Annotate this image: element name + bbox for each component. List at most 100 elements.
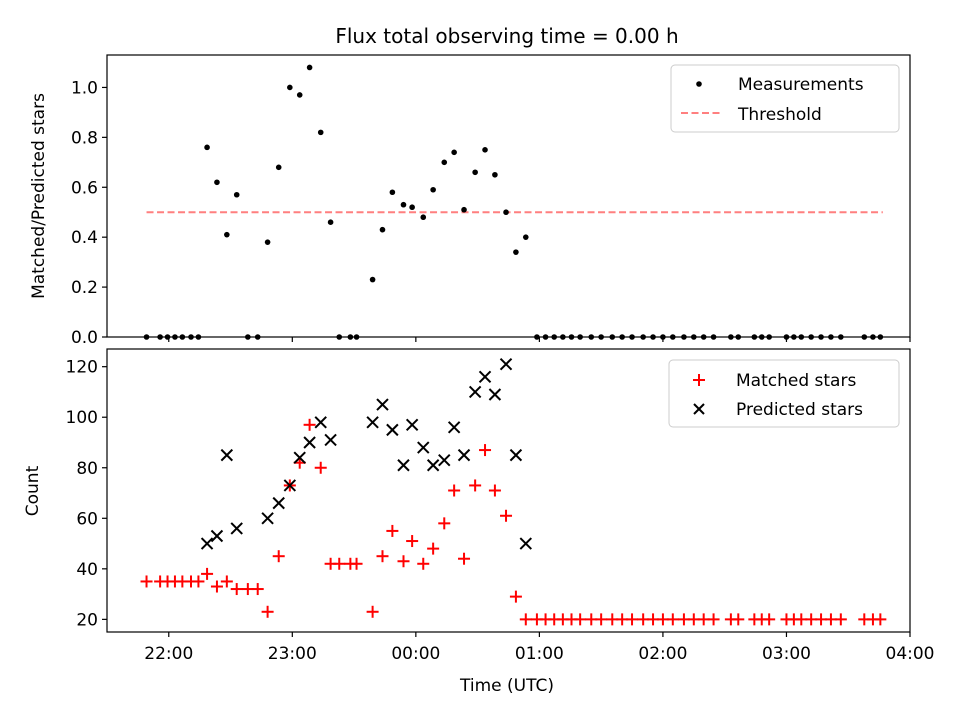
matched-star-point xyxy=(666,613,679,626)
matched-star-point xyxy=(874,613,887,626)
measurement-point xyxy=(264,239,271,245)
matched-star-point xyxy=(261,605,274,618)
matched-star-point xyxy=(192,575,205,588)
matched-star-point xyxy=(210,580,223,593)
measurement-point xyxy=(306,64,313,71)
legend-matched-marker xyxy=(693,374,705,386)
top-y-tick-label: 1.0 xyxy=(71,78,98,98)
predicted-star-point xyxy=(509,448,523,462)
matched-star-point xyxy=(272,550,285,563)
bottom-legend: Matched stars Predicted stars xyxy=(668,359,900,428)
matched-star-point xyxy=(333,557,346,570)
predicted-star-point xyxy=(293,451,306,464)
matched-star-point xyxy=(500,509,513,522)
legend-predicted-marker xyxy=(693,403,705,415)
matched-star-point xyxy=(834,613,847,626)
measurement-point xyxy=(472,169,478,176)
matched-star-point xyxy=(140,575,153,588)
matched-star-point xyxy=(438,517,451,530)
predicted-star-point xyxy=(230,522,243,535)
predicted-star-point xyxy=(376,398,389,411)
matched-star-point xyxy=(366,605,379,618)
top-y-tick-label: 0.6 xyxy=(71,178,98,198)
measurement-point xyxy=(389,189,396,196)
bottom-legend-box xyxy=(668,359,900,428)
matched-star-point xyxy=(479,444,492,457)
matched-star-point xyxy=(574,613,587,626)
matched-star-point xyxy=(386,524,399,537)
bottom-y-tick-label: 20 xyxy=(76,610,98,630)
predicted-star-point xyxy=(210,529,224,543)
predicted-star-point xyxy=(417,441,430,454)
measurement-point xyxy=(441,159,448,166)
matched-star-point xyxy=(763,613,776,626)
predicted-star-point xyxy=(426,459,440,472)
matched-star-point xyxy=(376,550,389,563)
measurement-point xyxy=(492,171,498,178)
measurement-point xyxy=(296,92,303,98)
predicted-star-point xyxy=(438,453,451,467)
x-tick-label: 01:00 xyxy=(515,644,564,664)
matched-star-point xyxy=(427,542,440,555)
predicted-star-point xyxy=(303,436,316,449)
predicted-star-point xyxy=(447,421,461,434)
top-y-tick-label: 0.8 xyxy=(71,128,98,148)
top-ticks: 0.0 0.2 0.4 0.6 0.8 1.0 xyxy=(71,78,911,348)
matched-star-point xyxy=(707,613,720,626)
bottom-y-tick-label: 40 xyxy=(76,560,98,580)
matched-star-point xyxy=(314,461,327,474)
measurement-point xyxy=(461,206,467,213)
predicted-star-point xyxy=(478,370,492,384)
measurement-point xyxy=(379,226,386,233)
bottom-y-tick-label: 80 xyxy=(76,459,98,479)
matched-star-point xyxy=(732,613,745,626)
measurement-point xyxy=(513,249,519,255)
top-y-tick-label: 0.4 xyxy=(71,228,98,248)
predicted-star-point xyxy=(386,423,399,437)
bottom-y-axis-label: Count xyxy=(23,465,43,516)
measurement-point xyxy=(275,164,282,171)
matched-star-point xyxy=(458,552,471,565)
bottom-y-tick-label: 120 xyxy=(66,358,98,378)
x-tick-label: 22:00 xyxy=(144,644,193,664)
matched-star-point xyxy=(350,557,363,570)
bottom-axes-frame xyxy=(106,348,911,633)
x-tick-label: 03:00 xyxy=(762,644,811,664)
measurement-point xyxy=(482,147,488,153)
measurement-point xyxy=(522,234,529,240)
matched-star-point xyxy=(448,484,461,497)
measurement-point xyxy=(204,144,210,151)
matched-star-point xyxy=(397,555,410,568)
predicted-star-point xyxy=(499,357,513,371)
measurement-point xyxy=(214,179,220,186)
top-y-tick-label: 0.2 xyxy=(71,278,98,298)
legend-label-predicted-stars: Predicted stars xyxy=(736,400,863,420)
legend-label-measurements: Measurements xyxy=(738,75,864,95)
bottom-y-tick-label: 100 xyxy=(66,408,98,428)
bottom-y-tick-label: 60 xyxy=(76,509,98,529)
x-tick-label: 00:00 xyxy=(391,644,440,664)
measurement-point xyxy=(317,129,324,136)
matched-star-point xyxy=(469,479,482,492)
matched-star-point xyxy=(303,418,316,431)
matched-star-point xyxy=(201,567,214,580)
measurement-point xyxy=(233,191,240,198)
x-tick-label: 02:00 xyxy=(638,644,687,664)
matched-star-point xyxy=(519,613,532,626)
x-tick-label: 04:00 xyxy=(886,644,935,664)
matched-star-point xyxy=(626,613,639,626)
measurement-point xyxy=(409,204,415,211)
predicted-star-point xyxy=(457,448,471,462)
predicted-star-point xyxy=(397,459,410,472)
legend-label-threshold: Threshold xyxy=(737,105,822,125)
predicted-star-point xyxy=(519,537,533,550)
top-panel: Flux total observing time = 0.00 h 0.00.… xyxy=(29,24,911,348)
predicted-star-point xyxy=(468,385,482,399)
bottom-plot-area xyxy=(140,357,887,626)
measurement-point xyxy=(224,231,230,238)
predicted-star-point xyxy=(314,416,327,429)
top-y-axis-label: Matched/Predicted stars xyxy=(29,93,49,299)
predicted-star-point xyxy=(324,433,337,447)
predicted-star-point xyxy=(220,448,234,462)
